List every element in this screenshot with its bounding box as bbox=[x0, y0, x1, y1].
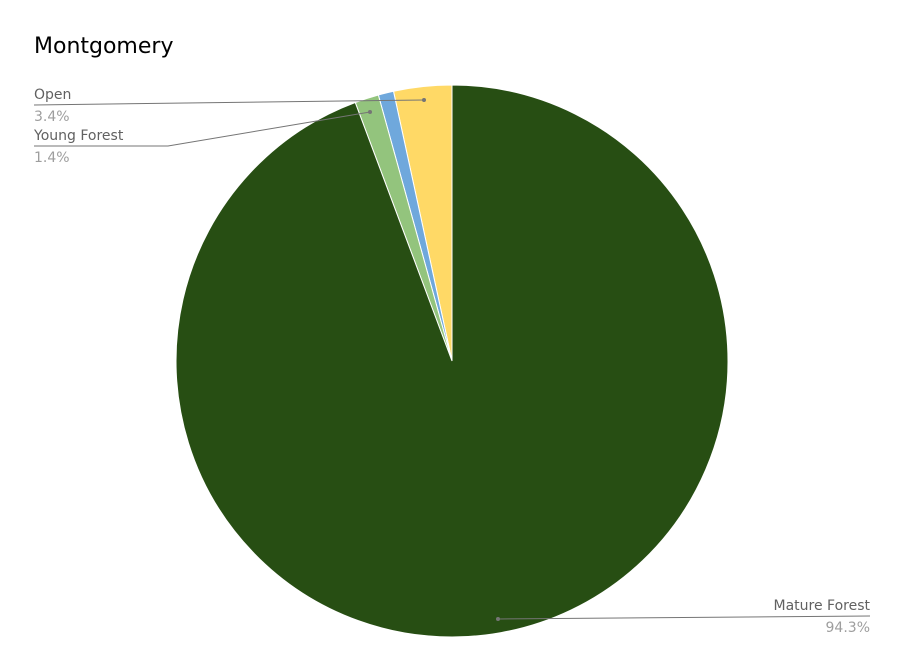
leader-line-open bbox=[33, 99, 425, 106]
label-mature-forest: Mature Forest 94.3% bbox=[496, 598, 871, 636]
slice-value-open: 3.4% bbox=[34, 109, 70, 125]
pie-slice-mature-forest bbox=[175, 84, 729, 638]
leader-line-mature-forest bbox=[497, 615, 871, 620]
leader-dot-young-forest bbox=[368, 110, 372, 114]
pie-slices bbox=[175, 84, 729, 638]
leader-dot-open bbox=[422, 98, 426, 102]
chart-title: Montgomery bbox=[34, 34, 174, 59]
slice-value-young-forest: 1.4% bbox=[34, 150, 70, 166]
slice-label-mature-forest: Mature Forest bbox=[774, 598, 871, 614]
slice-label-young-forest: Young Forest bbox=[33, 128, 124, 144]
slice-value-mature-forest: 94.3% bbox=[826, 620, 870, 636]
leader-dot-mature-forest bbox=[496, 617, 500, 621]
label-young-forest: Young Forest 1.4% bbox=[33, 110, 372, 166]
label-open: Open 3.4% bbox=[33, 87, 426, 125]
slice-label-open: Open bbox=[34, 87, 71, 103]
leader-line-young-forest bbox=[34, 111, 371, 147]
